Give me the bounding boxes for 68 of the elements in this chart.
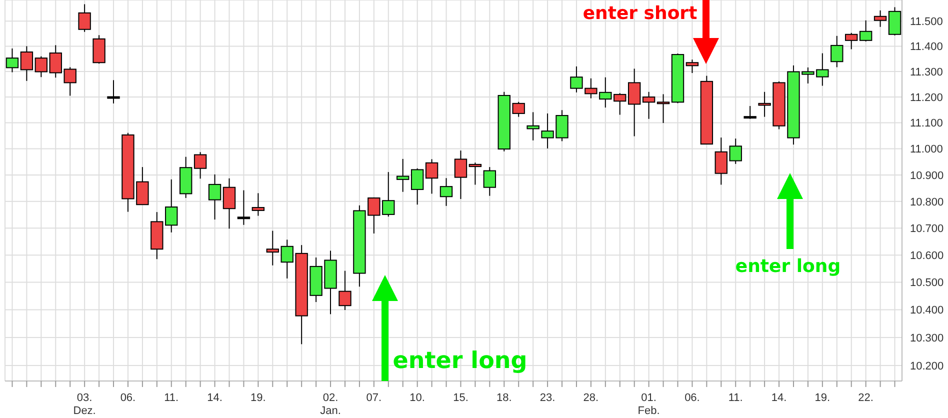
y-tick-label: 11.500 xyxy=(910,16,943,28)
candlestick xyxy=(714,137,728,186)
candlestick xyxy=(686,59,699,74)
y-tick-label: 10.500 xyxy=(910,277,944,290)
annotation: enter long xyxy=(392,348,528,374)
candlestick xyxy=(454,150,468,200)
candlestick xyxy=(252,192,265,216)
x-tick-label: 06. xyxy=(684,392,700,404)
y-tick-label: 11.100 xyxy=(910,118,943,130)
y-tick-label: 11.200 xyxy=(910,92,943,104)
x-tick-label: 11. xyxy=(728,392,743,404)
y-tick-label: 10.700 xyxy=(910,223,944,236)
candlestick xyxy=(526,112,540,141)
candlestick xyxy=(656,94,670,124)
candlestick xyxy=(888,6,902,36)
y-tick-label: 11.300 xyxy=(910,66,943,78)
candlestick xyxy=(845,32,858,50)
candlestick xyxy=(208,174,222,220)
x-tick-label: 02. Jan. xyxy=(320,392,341,417)
y-tick-label: 10.800 xyxy=(910,196,944,208)
y-tick-label: 10.400 xyxy=(910,304,944,317)
x-tick-label: 07. xyxy=(366,392,382,404)
x-tick-label: 19. xyxy=(250,392,266,404)
candlestick xyxy=(338,270,352,311)
annotation: enter short xyxy=(582,3,698,24)
candlestick xyxy=(874,10,887,28)
candlestick xyxy=(440,178,453,206)
candlestick xyxy=(744,106,756,120)
candlestick xyxy=(410,168,424,206)
y-tick-label: 11.000 xyxy=(910,144,943,156)
x-tick-label: 01. Feb. xyxy=(638,392,660,417)
x-tick-label: 11. xyxy=(164,392,179,404)
y-tick-label: 11.400 xyxy=(910,41,943,54)
x-tick-label: 18. xyxy=(496,392,512,404)
candlestick xyxy=(92,34,106,64)
x-tick-label: 14. xyxy=(207,392,222,404)
y-tick-label: 10.600 xyxy=(910,250,944,262)
candlestick xyxy=(468,162,482,186)
candlestick xyxy=(20,46,34,82)
x-tick-label: 28. xyxy=(583,392,599,404)
y-tick-label: 10.300 xyxy=(910,332,944,344)
candlestick xyxy=(830,35,844,68)
candlestick xyxy=(34,56,48,78)
x-tick-label: 19. xyxy=(814,392,830,404)
x-tick-label: 22. xyxy=(858,392,874,404)
x-tick-label: 15. xyxy=(453,392,468,404)
candlestick xyxy=(628,68,641,137)
y-tick-label: 10.900 xyxy=(910,170,944,182)
candlestick xyxy=(266,230,279,266)
candlestick xyxy=(107,80,120,104)
annotation: enter long xyxy=(735,256,841,277)
candlestick xyxy=(396,158,410,192)
x-tick-label: 03. Dez. xyxy=(73,392,96,417)
candlestick xyxy=(859,20,872,42)
candlestick xyxy=(425,158,438,194)
candlestick xyxy=(729,138,742,164)
candlestick xyxy=(78,4,91,32)
candlestick xyxy=(6,48,19,73)
candlestick xyxy=(483,166,496,196)
candlestick xyxy=(642,91,656,120)
y-tick-label: 10.200 xyxy=(910,360,944,372)
candlestick xyxy=(194,152,207,180)
candlestick xyxy=(222,178,236,230)
candlestick xyxy=(237,190,250,226)
x-tick-label: 10. xyxy=(410,392,425,404)
x-tick-label: 06. xyxy=(120,392,136,404)
x-tick-label: 23. xyxy=(540,392,556,404)
x-tick-label: 14. xyxy=(771,392,787,404)
